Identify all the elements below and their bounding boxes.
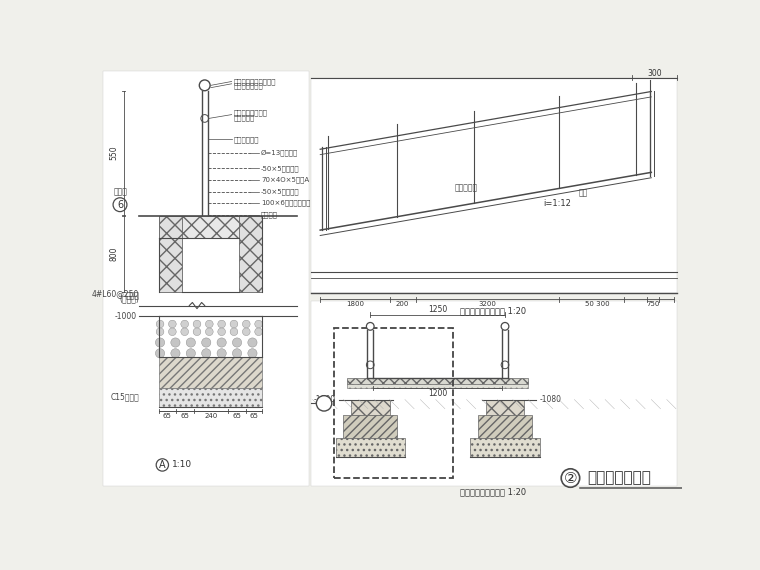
Circle shape (255, 320, 262, 328)
Text: A: A (321, 398, 328, 408)
Text: 3200: 3200 (478, 301, 496, 307)
Text: 550: 550 (109, 146, 119, 160)
Text: 4#L60@250: 4#L60@250 (92, 290, 139, 299)
Circle shape (255, 328, 262, 336)
Text: 70×4O×5钢板A: 70×4O×5钢板A (261, 177, 309, 184)
Text: 65: 65 (163, 413, 172, 420)
Circle shape (233, 349, 242, 358)
Circle shape (242, 328, 250, 336)
Circle shape (248, 349, 257, 358)
Text: （具体做法见）: （具体做法见） (234, 83, 264, 89)
Bar (159, 216, 182, 292)
Text: 65: 65 (233, 413, 241, 420)
Text: C15混凝土: C15混凝土 (110, 393, 139, 402)
Text: 6: 6 (117, 200, 123, 210)
Text: 240: 240 (204, 413, 217, 420)
Bar (336, 438, 405, 457)
Circle shape (201, 349, 211, 358)
Circle shape (230, 320, 238, 328)
Circle shape (171, 349, 180, 358)
Circle shape (242, 320, 250, 328)
Circle shape (199, 80, 210, 91)
Circle shape (169, 320, 176, 328)
Text: ②: ② (564, 471, 578, 486)
Circle shape (218, 328, 226, 336)
Text: 1800: 1800 (346, 301, 364, 307)
Circle shape (217, 349, 226, 358)
Text: 800: 800 (109, 247, 119, 261)
Text: -50×5钢板螺栓: -50×5钢板螺栓 (261, 188, 299, 195)
Text: 圆柱形详图: 圆柱形详图 (234, 115, 255, 121)
Bar (347, 378, 528, 384)
Circle shape (366, 323, 374, 330)
Circle shape (205, 320, 213, 328)
Circle shape (186, 338, 195, 347)
Bar (478, 415, 532, 438)
Bar (159, 388, 262, 407)
Bar (103, 71, 309, 486)
Bar (311, 301, 676, 486)
Text: 素填土: 素填土 (125, 291, 139, 300)
Bar (159, 357, 262, 388)
Text: 残疾人坡道剖面详图 1:20: 残疾人坡道剖面详图 1:20 (461, 487, 527, 496)
Text: -1080: -1080 (540, 395, 562, 404)
Circle shape (156, 338, 165, 347)
Text: 65: 65 (181, 413, 189, 420)
Text: 750: 750 (646, 301, 660, 307)
Bar (334, 328, 454, 478)
Text: 坡边: 坡边 (578, 189, 587, 198)
Circle shape (193, 328, 201, 336)
Circle shape (157, 320, 164, 328)
Circle shape (169, 328, 176, 336)
Text: 预埋件: 预埋件 (114, 187, 128, 196)
Text: 100×6钢板焊接基板: 100×6钢板焊接基板 (261, 200, 310, 206)
Circle shape (501, 323, 509, 330)
Circle shape (156, 349, 165, 358)
Text: 螺栓连接钢管栏杆详见: 螺栓连接钢管栏杆详见 (234, 78, 277, 85)
Circle shape (157, 328, 164, 336)
Circle shape (248, 338, 257, 347)
Circle shape (218, 320, 226, 328)
Text: 300: 300 (647, 70, 662, 78)
Bar (351, 400, 389, 415)
Bar (239, 216, 262, 292)
Text: 1:10: 1:10 (173, 461, 192, 470)
Text: 不锈钢管详见: 不锈钢管详见 (234, 136, 259, 142)
Text: 65: 65 (249, 413, 258, 420)
Text: (预埋件): (预埋件) (119, 294, 139, 303)
Bar (159, 216, 251, 238)
Text: i=1:12: i=1:12 (543, 199, 572, 207)
Circle shape (217, 338, 226, 347)
Text: A: A (159, 460, 166, 470)
Text: Ø=13钢管栏杆: Ø=13钢管栏杆 (261, 150, 298, 157)
Bar (486, 400, 524, 415)
Text: 200: 200 (396, 301, 410, 307)
Circle shape (316, 396, 332, 411)
Circle shape (193, 320, 201, 328)
Text: 1250: 1250 (428, 305, 447, 314)
Text: -1000: -1000 (115, 312, 137, 321)
Circle shape (181, 320, 188, 328)
Text: 残疾人坡道出面详图 1:20: 残疾人坡道出面详图 1:20 (461, 307, 527, 315)
Text: 1200: 1200 (428, 389, 447, 398)
Text: 50 300: 50 300 (585, 301, 610, 307)
Text: 素混凝土: 素混凝土 (261, 211, 278, 218)
Text: 坡道结构层: 坡道结构层 (455, 183, 478, 192)
Bar (470, 438, 540, 457)
Circle shape (233, 338, 242, 347)
Circle shape (230, 328, 238, 336)
Bar (344, 415, 397, 438)
Bar (347, 384, 528, 388)
Text: -1000: -1000 (313, 395, 336, 404)
Text: 不锈钢管栏杆详见: 不锈钢管栏杆详见 (234, 110, 268, 116)
Bar (311, 78, 676, 293)
Text: -50×5钢板基脚: -50×5钢板基脚 (261, 165, 299, 172)
Circle shape (171, 338, 180, 347)
Circle shape (205, 328, 213, 336)
Circle shape (181, 328, 188, 336)
Text: 残疾人坡道详图: 残疾人坡道详图 (587, 471, 651, 486)
Circle shape (201, 338, 211, 347)
Circle shape (186, 349, 195, 358)
